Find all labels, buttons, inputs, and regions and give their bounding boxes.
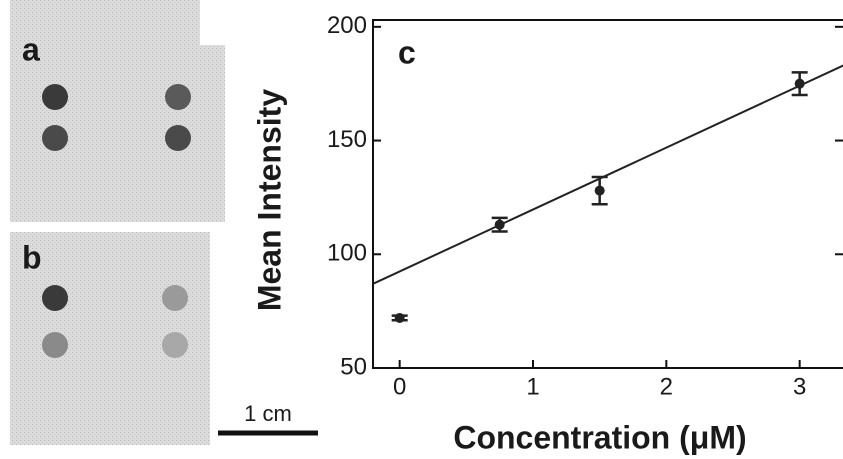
plot-frame <box>373 20 843 368</box>
x-axis-label: Concentration (μM) <box>453 419 746 455</box>
spot <box>42 285 68 311</box>
y-tick-label: 150 <box>327 126 367 153</box>
spot <box>165 125 191 151</box>
panel-a: a <box>10 0 225 222</box>
panel-a-image <box>10 0 225 222</box>
spot <box>42 125 68 151</box>
data-point <box>595 186 605 196</box>
figure: a b 1 cm c Concentration (μM) Mean Inten… <box>0 0 843 459</box>
spot <box>165 84 191 110</box>
spot <box>42 84 68 110</box>
data-point <box>395 313 405 323</box>
fit-line <box>373 61 843 284</box>
data-point <box>795 79 805 89</box>
spot <box>42 332 68 358</box>
y-tick-label: 100 <box>327 240 367 267</box>
y-axis-label: Mean Intensity <box>251 89 287 311</box>
spot <box>162 285 188 311</box>
panel-b: b <box>10 232 210 445</box>
y-tick-label: 50 <box>340 353 367 380</box>
y-tick-label: 200 <box>327 12 367 39</box>
x-tick-label: 3 <box>793 373 806 400</box>
x-tick-label: 0 <box>393 373 406 400</box>
x-tick-label: 2 <box>660 373 673 400</box>
scale-bar-label: 1 cm <box>244 401 292 426</box>
panel-label: b <box>22 239 42 275</box>
spot <box>162 332 188 358</box>
panel-label: c <box>398 34 416 70</box>
data-point <box>495 220 505 230</box>
x-tick-label: 1 <box>526 373 539 400</box>
panel-label: a <box>22 31 40 67</box>
